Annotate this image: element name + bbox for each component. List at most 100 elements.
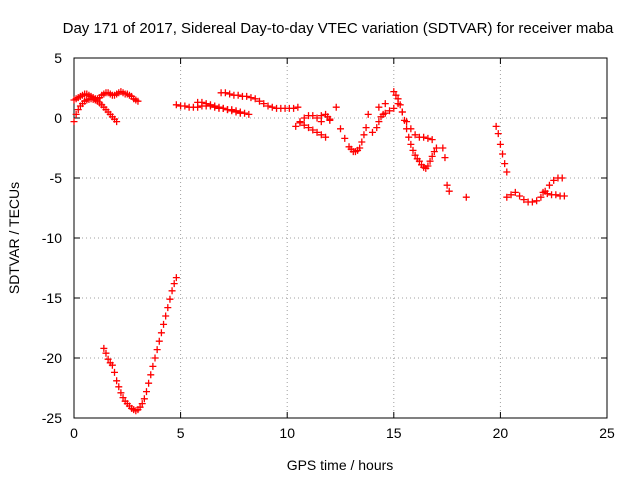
data-point	[426, 157, 434, 165]
data-point	[409, 146, 417, 154]
data-point	[411, 131, 419, 139]
x-tick-label: 15	[386, 425, 402, 441]
x-axis-label: GPS time / hours	[287, 457, 394, 473]
grid	[74, 58, 607, 418]
data-point	[332, 103, 340, 111]
series-arc-12	[368, 104, 398, 136]
data-point	[503, 193, 511, 201]
x-tick-label: 25	[599, 425, 615, 441]
data-point	[147, 371, 155, 379]
y-tick-label: -15	[42, 290, 62, 306]
series-arc-02	[70, 88, 142, 105]
data-point	[260, 100, 268, 108]
data-point	[164, 304, 172, 312]
data-point	[533, 197, 541, 205]
data-point	[236, 109, 244, 117]
data-point	[445, 187, 453, 195]
data-point	[268, 103, 276, 111]
data-point	[337, 125, 344, 133]
data-point	[181, 102, 189, 110]
data-point	[428, 136, 436, 144]
data-point	[358, 138, 366, 146]
x-tick-label: 0	[70, 425, 78, 441]
data-point	[243, 92, 251, 100]
y-tick-label: -10	[42, 230, 62, 246]
data-point	[313, 128, 321, 136]
series-arc-10	[326, 103, 349, 142]
series-arc-19	[503, 174, 566, 206]
data-point	[407, 140, 415, 148]
data-point	[136, 403, 144, 411]
data-point	[507, 191, 515, 199]
data-point	[539, 188, 547, 196]
y-tick-label: -20	[42, 350, 62, 366]
data-point	[113, 118, 121, 126]
data-point	[520, 196, 528, 204]
data-marks	[70, 88, 568, 415]
data-point	[247, 94, 255, 102]
data-point	[545, 181, 553, 189]
data-point	[134, 97, 142, 105]
chart-title: Day 171 of 2017, Sidereal Day-to-day VTE…	[63, 20, 614, 37]
data-point	[300, 114, 308, 122]
data-point	[420, 133, 428, 141]
data-point	[228, 107, 236, 115]
data-point	[362, 124, 370, 132]
series-arc-13	[364, 100, 389, 118]
data-point	[138, 400, 146, 408]
data-point	[494, 130, 502, 138]
y-tick-label: 0	[54, 110, 62, 126]
series-arc-05	[194, 98, 244, 117]
data-point	[160, 320, 168, 328]
series-arc-07	[292, 112, 325, 130]
data-point	[300, 121, 308, 129]
data-point	[503, 168, 511, 176]
data-point	[360, 131, 368, 139]
x-tick-label: 5	[177, 425, 185, 441]
data-point	[113, 377, 121, 385]
data-point	[313, 114, 321, 122]
data-point	[415, 157, 423, 165]
data-point	[443, 181, 451, 189]
data-point	[403, 118, 411, 126]
data-point	[211, 102, 219, 110]
series-arc-16	[439, 144, 453, 195]
data-point	[153, 346, 161, 354]
series-arc-17	[462, 193, 470, 201]
data-point	[305, 124, 313, 132]
data-point	[170, 280, 178, 288]
data-point	[309, 112, 317, 120]
y-tick-label: -5	[50, 170, 63, 186]
data-point	[368, 128, 376, 136]
data-point	[234, 91, 242, 99]
data-point	[290, 104, 298, 112]
data-point	[405, 133, 413, 141]
data-point	[162, 312, 170, 320]
data-point	[424, 134, 432, 142]
data-point	[198, 98, 206, 106]
data-point	[72, 110, 80, 118]
data-point	[398, 108, 406, 116]
y-tick-label: -25	[42, 410, 62, 426]
data-point	[119, 394, 127, 402]
data-point	[108, 361, 116, 369]
data-point	[392, 91, 400, 99]
data-point	[430, 148, 438, 156]
data-point	[117, 389, 125, 397]
data-point	[394, 100, 402, 108]
data-point	[326, 115, 334, 123]
data-point	[70, 118, 78, 126]
data-point	[224, 106, 232, 114]
data-point	[462, 193, 470, 201]
data-point	[255, 97, 263, 105]
data-point	[407, 125, 415, 133]
data-point	[111, 368, 119, 376]
data-point	[221, 89, 229, 97]
data-point	[381, 100, 389, 108]
plot-frame	[73, 57, 608, 419]
x-tick-label: 20	[493, 425, 509, 441]
y-axis: -25 -20 -15 -10 -5 0 5	[42, 50, 607, 426]
data-point	[294, 103, 302, 111]
data-point	[142, 388, 150, 396]
data-point	[168, 287, 176, 295]
